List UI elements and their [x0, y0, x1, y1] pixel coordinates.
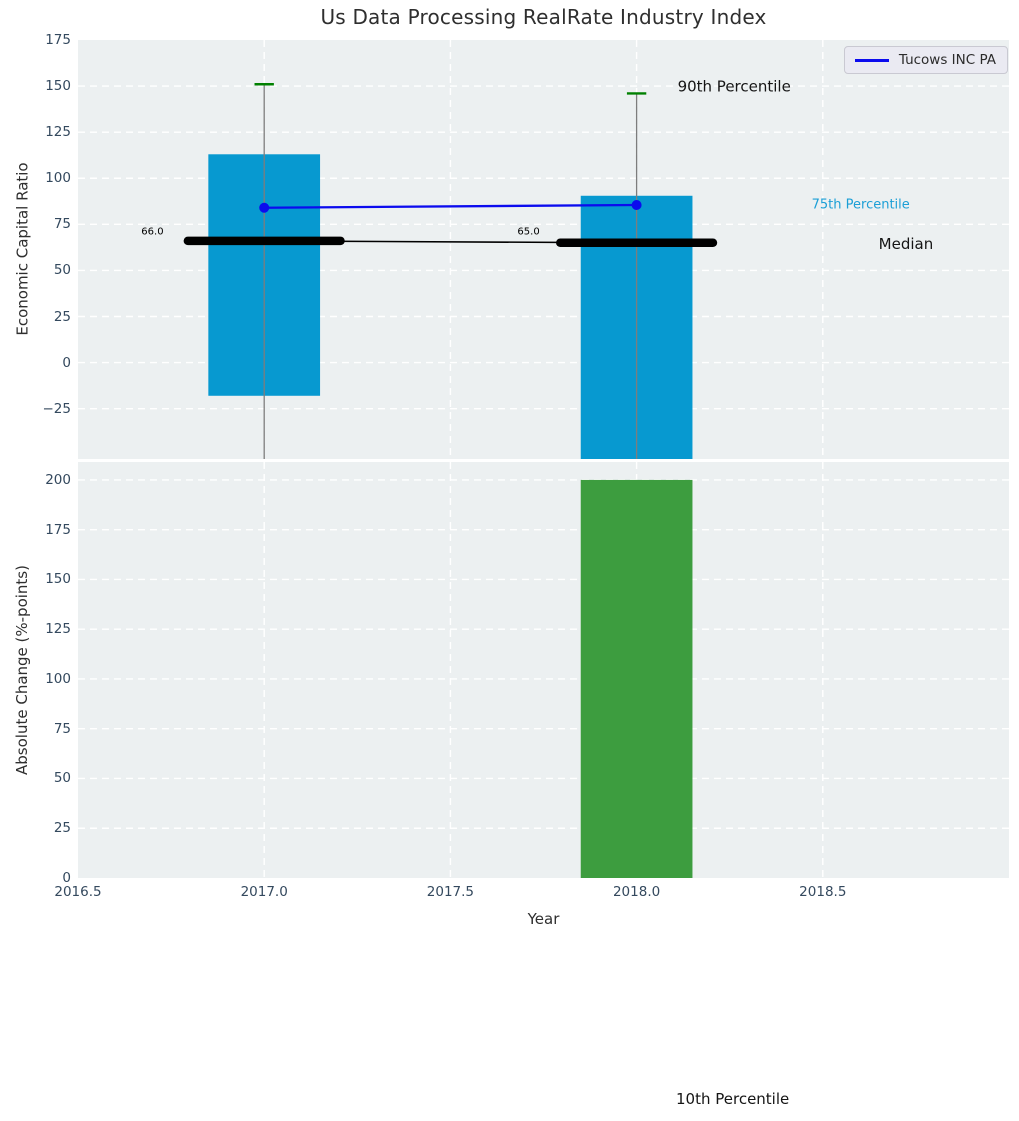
y-tick-label: 50	[53, 262, 71, 279]
x-tick-label: 2017.0	[240, 884, 288, 900]
tucows-line	[264, 203, 637, 209]
y-tick-label: −25	[42, 400, 72, 417]
x-tick-label: 2018.5	[799, 884, 847, 900]
x-tick-label: 2018.0	[612, 884, 661, 900]
annotation-10th-percentile: 10th Percentile	[676, 1090, 790, 1108]
tucows-marker	[631, 199, 642, 210]
y-tick-label: 100	[45, 670, 71, 687]
legend-label: Tucows INC PA	[898, 52, 996, 68]
y-tick-label: 75	[53, 216, 71, 233]
plot-canvas	[78, 462, 1009, 878]
y-tick-label: 125	[45, 124, 71, 141]
y-tick-label: 175	[45, 32, 71, 48]
chart-annotation: 65.0	[517, 226, 539, 237]
y-tick-label: 0	[62, 870, 71, 886]
x-tick-label: 2016.5	[54, 884, 102, 900]
y-tick-label: 175	[45, 521, 71, 538]
chart-annotation: 66.0	[141, 226, 163, 237]
y-tick-label: 75	[53, 720, 71, 737]
plot-canvas: 66.0 65.0 90th Percentile 75th Percentile Me…	[78, 40, 1009, 459]
y-tick-label: 0	[62, 354, 71, 371]
chart-annotation: 75th Percentile	[812, 198, 910, 213]
y-tick-label: 150	[45, 571, 71, 588]
axes-absolute-change	[78, 462, 1009, 878]
tucows-marker	[259, 202, 270, 213]
x-axis-label-year: Year	[527, 910, 560, 928]
y-axis-label-economic-capital-ratio: Economic Capital Ratio	[13, 162, 32, 336]
y-tick-label: 150	[45, 78, 71, 95]
y-tick-label: 125	[45, 621, 71, 638]
y-tick-label: 50	[53, 770, 71, 787]
chart-annotation: Median	[879, 235, 934, 253]
chart-title: Us Data Processing RealRate Industry Ind…	[320, 5, 767, 29]
change-bar	[580, 479, 693, 878]
x-tick-label: 2017.5	[426, 884, 475, 900]
y-tick-label: 25	[53, 820, 71, 837]
legend-line-sample	[854, 58, 889, 62]
y-tick-label: 100	[45, 170, 71, 187]
legend: Tucows INC PA	[843, 46, 1008, 74]
y-tick-label: 200	[45, 471, 71, 488]
y-tick-label: 25	[53, 308, 71, 325]
chart-annotation: 90th Percentile	[678, 77, 791, 95]
axes-economic-capital-ratio: 66.0 65.0 90th Percentile 75th Percentile Me…	[78, 40, 1009, 459]
